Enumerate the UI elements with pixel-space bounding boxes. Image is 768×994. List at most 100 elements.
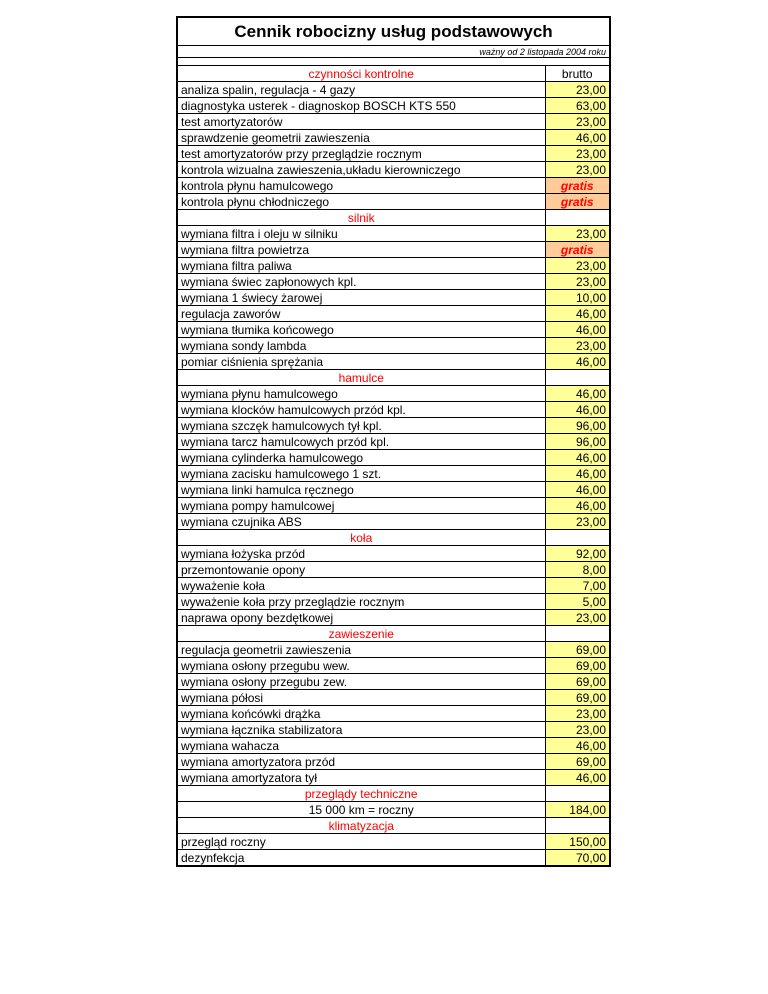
page-title: Cennik robocizny usług podstawowych	[176, 16, 611, 46]
service-label: wymiana półosi	[176, 689, 546, 706]
service-price: 23,00	[544, 609, 611, 626]
service-row: test amortyzatorów 23,00	[176, 113, 611, 130]
service-price-gratis: gratis	[544, 193, 611, 210]
service-label: przemontowanie opony	[176, 561, 546, 578]
service-row: dezynfekcja 70,00	[176, 849, 611, 867]
service-label: wymiana 1 świecy żarowej	[176, 289, 546, 306]
service-label: 15 000 km = roczny	[176, 801, 546, 818]
service-label: sprawdzenie geometrii zawieszenia	[176, 129, 546, 146]
service-row: wymiana amortyzatora przód 69,00	[176, 753, 611, 770]
service-price: 46,00	[544, 769, 611, 786]
section-header-row: czynności kontrolne brutto	[176, 65, 611, 82]
service-label: wymiana łożyska przód	[176, 545, 546, 562]
service-row: kontrola płynu hamulcowego gratis	[176, 177, 611, 194]
service-price: 23,00	[544, 337, 611, 354]
section-title: hamulce	[176, 369, 546, 386]
service-price: 69,00	[544, 657, 611, 674]
service-row: 15 000 km = roczny 184,00	[176, 801, 611, 818]
service-label: wymiana czujnika ABS	[176, 513, 546, 530]
service-row: wymiana filtra i oleju w silniku 23,00	[176, 225, 611, 242]
service-label: wymiana klocków hamulcowych przód kpl.	[176, 401, 546, 418]
service-price: 23,00	[544, 225, 611, 242]
spacer-cell	[176, 57, 611, 66]
service-label: wymiana filtra powietrza	[176, 241, 546, 258]
service-price: 46,00	[544, 129, 611, 146]
service-price: 46,00	[544, 481, 611, 498]
section-header-row: koła	[176, 529, 611, 546]
service-price: 46,00	[544, 321, 611, 338]
service-price: 23,00	[544, 81, 611, 98]
section-empty-cell	[544, 209, 611, 226]
service-label: wyważenie koła przy przeglądzie rocznym	[176, 593, 546, 610]
section-header-row: hamulce	[176, 369, 611, 386]
service-row: przemontowanie opony 8,00	[176, 561, 611, 578]
service-label: wymiana zacisku hamulcowego 1 szt.	[176, 465, 546, 482]
service-label: wymiana końcówki drążka	[176, 705, 546, 722]
section-empty-cell	[544, 785, 611, 802]
section-title: klimatyzacja	[176, 817, 546, 834]
service-label: wymiana pompy hamulcowej	[176, 497, 546, 514]
service-label: test amortyzatorów przy przeglądzie rocz…	[176, 145, 546, 162]
service-label: wymiana linki hamulca ręcznego	[176, 481, 546, 498]
service-price: 46,00	[544, 465, 611, 482]
service-row: wymiana sondy lambda 23,00	[176, 337, 611, 354]
section-empty-cell	[544, 625, 611, 642]
service-row: regulacja zaworów 46,00	[176, 305, 611, 322]
service-row: analiza spalin, regulacja - 4 gazy 23,00	[176, 81, 611, 98]
title-row: Cennik robocizny usług podstawowych	[176, 16, 611, 46]
service-price: 70,00	[544, 849, 611, 867]
service-price: 69,00	[544, 689, 611, 706]
service-row: wyważenie koła 7,00	[176, 577, 611, 594]
service-label: przegląd roczny	[176, 833, 546, 850]
service-price: 10,00	[544, 289, 611, 306]
service-price: 63,00	[544, 97, 611, 114]
service-label: kontrola płynu chłodniczego	[176, 193, 546, 210]
service-price: 23,00	[544, 721, 611, 738]
service-label: wymiana łącznika stabilizatora	[176, 721, 546, 738]
service-price: 69,00	[544, 641, 611, 658]
price-table: Cennik robocizny usług podstawowych ważn…	[176, 16, 611, 867]
service-label: wyważenie koła	[176, 577, 546, 594]
service-price: 23,00	[544, 161, 611, 178]
service-row: wymiana świec zapłonowych kpl. 23,00	[176, 273, 611, 290]
service-row: wymiana łożyska przód 92,00	[176, 545, 611, 562]
section-header-row: silnik	[176, 209, 611, 226]
service-price: 23,00	[544, 257, 611, 274]
service-label: wymiana osłony przegubu wew.	[176, 657, 546, 674]
service-label: wymiana osłony przegubu zew.	[176, 673, 546, 690]
service-price: 5,00	[544, 593, 611, 610]
service-price: 46,00	[544, 497, 611, 514]
section-header-row: klimatyzacja	[176, 817, 611, 834]
service-price: 46,00	[544, 385, 611, 402]
section-title: koła	[176, 529, 546, 546]
section-empty-cell	[544, 817, 611, 834]
section-empty-cell	[544, 529, 611, 546]
service-row: wymiana 1 świecy żarowej 10,00	[176, 289, 611, 306]
section-title: silnik	[176, 209, 546, 226]
service-label: wymiana płynu hamulcowego	[176, 385, 546, 402]
service-price: 46,00	[544, 401, 611, 418]
service-price: 150,00	[544, 833, 611, 850]
service-price: 96,00	[544, 417, 611, 434]
service-label: pomiar ciśnienia sprężania	[176, 353, 546, 370]
validity-note: ważny od 2 listopada 2004 roku	[176, 45, 611, 58]
service-row: wymiana pompy hamulcowej 46,00	[176, 497, 611, 514]
service-row: wymiana tarcz hamulcowych przód kpl. 96,0…	[176, 433, 611, 450]
section-header-row: zawieszenie	[176, 625, 611, 642]
service-price: 23,00	[544, 513, 611, 530]
price-table-body: Cennik robocizny usług podstawowych ważn…	[176, 16, 611, 867]
service-row: wymiana cylinderka hamulcowego 46,00	[176, 449, 611, 466]
service-row: wymiana linki hamulca ręcznego 46,00	[176, 481, 611, 498]
service-price: 46,00	[544, 449, 611, 466]
service-label: analiza spalin, regulacja - 4 gazy	[176, 81, 546, 98]
service-row: diagnostyka usterek - diagnoskop BOSCH K…	[176, 97, 611, 114]
service-label: naprawa opony bezdętkowej	[176, 609, 546, 626]
service-label: wymiana sondy lambda	[176, 337, 546, 354]
service-row: przegląd roczny 150,00	[176, 833, 611, 850]
service-row: regulacja geometrii zawieszenia 69,00	[176, 641, 611, 658]
service-label: wymiana amortyzatora przód	[176, 753, 546, 770]
service-row: wymiana wahacza 46,00	[176, 737, 611, 754]
service-price-gratis: gratis	[544, 177, 611, 194]
service-label: dezynfekcja	[176, 849, 546, 867]
service-row: wymiana zacisku hamulcowego 1 szt. 46,00	[176, 465, 611, 482]
